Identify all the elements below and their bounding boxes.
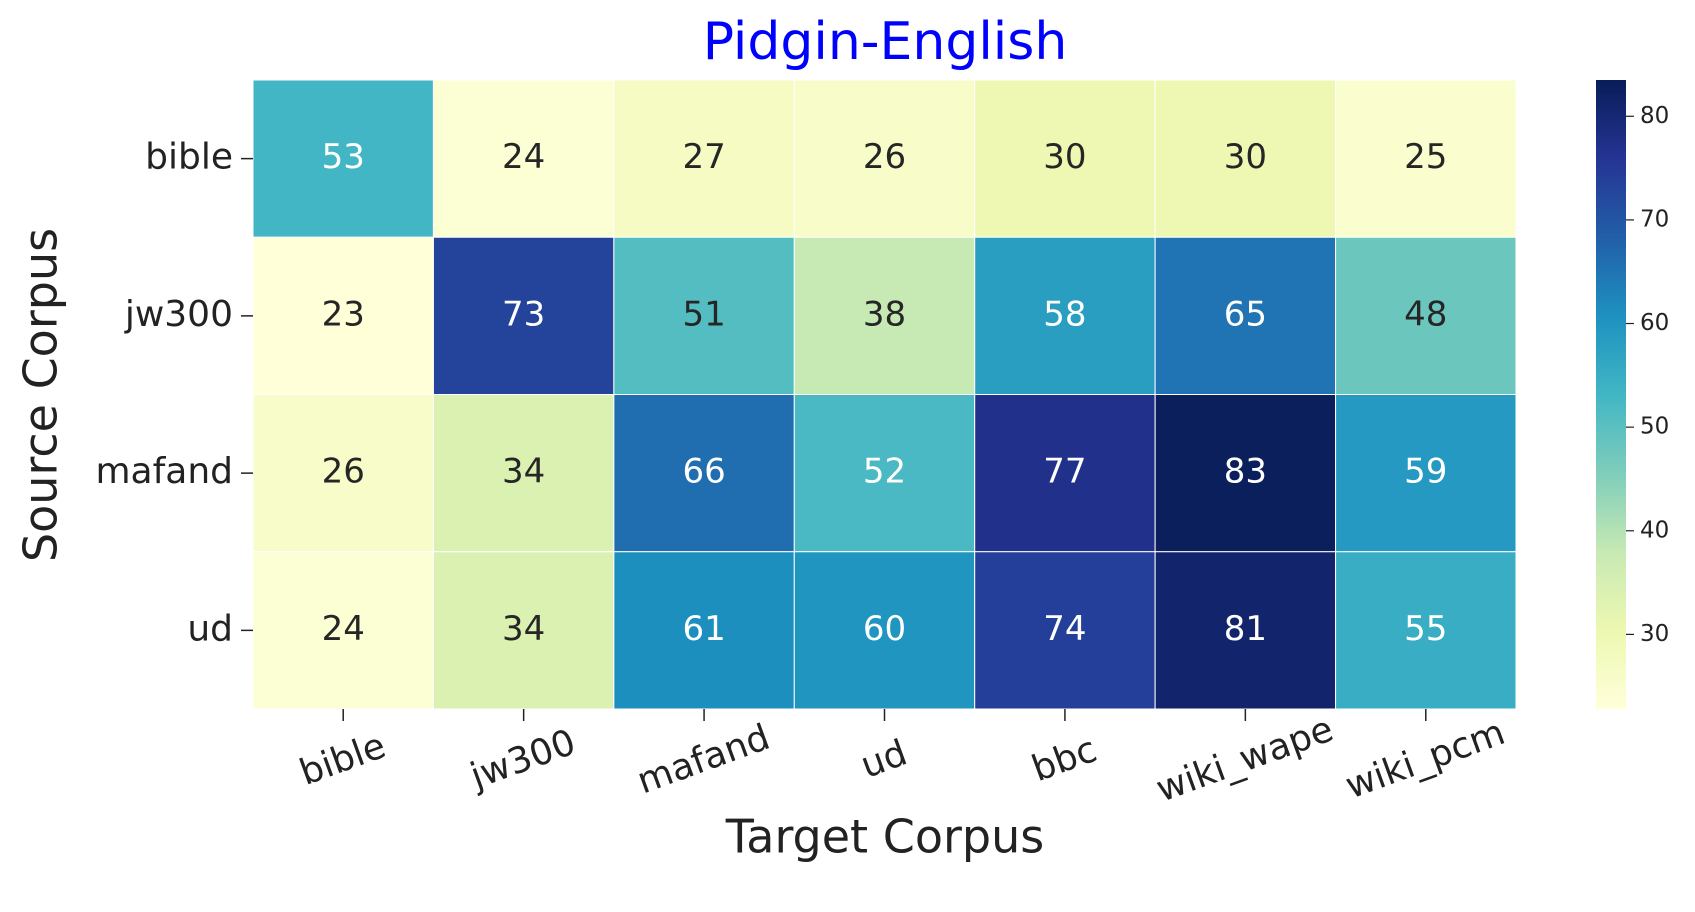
cell-label: 26 (322, 452, 365, 492)
y-tick-label: bible (145, 137, 233, 178)
heatmap-cell (974, 79, 1156, 238)
heatmap-cell (432, 79, 615, 238)
cell-label: 27 (682, 137, 725, 177)
cell-label: 24 (322, 609, 365, 649)
heatmap-cell (252, 236, 434, 395)
cell-label: 55 (1404, 609, 1447, 649)
cell-label: 65 (1224, 294, 1267, 334)
cell-label: 58 (1043, 294, 1086, 334)
heatmap-cell (974, 551, 1156, 710)
heatmap-cell (1335, 551, 1517, 710)
cell-label: 24 (502, 137, 545, 177)
y-axis-label: Source Corpus (14, 228, 68, 562)
heatmap-cell (974, 236, 1156, 395)
y-tick-label: mafand (95, 451, 233, 492)
cell-label: 34 (502, 609, 545, 649)
x-tick-label: bbc (1027, 729, 1103, 790)
heatmap-cell (1335, 394, 1517, 553)
heatmap-cell (1335, 79, 1517, 238)
heatmap-cell (793, 551, 976, 710)
x-tick-label: jw300 (464, 722, 581, 798)
colorbar-tick-label: 50 (1640, 414, 1669, 440)
cell-label: 30 (1043, 137, 1086, 177)
x-tick-label: bible (294, 725, 391, 794)
heatmap-cell (252, 79, 434, 238)
colorbar-tick-label: 40 (1640, 517, 1669, 543)
cell-label: 48 (1404, 294, 1447, 334)
x-tick-label: wiki_wape (1151, 709, 1339, 811)
cell-label: 61 (682, 609, 725, 649)
y-tick-label: jw300 (124, 294, 233, 335)
chart-title: Pidgin-English (703, 12, 1068, 72)
cell-label: 66 (682, 452, 725, 492)
heatmap-cell (252, 551, 434, 710)
heatmap-cell (1154, 79, 1337, 238)
colorbar-tick-label: 70 (1640, 206, 1669, 232)
cell-label: 74 (1043, 609, 1086, 649)
x-tick-label: wiki_pcm (1340, 712, 1510, 807)
heatmap-cell (613, 79, 795, 238)
cell-label: 25 (1404, 137, 1447, 177)
cell-label: 30 (1224, 137, 1267, 177)
colorbar-tick-label: 60 (1640, 310, 1669, 336)
heatmap-cell (1154, 236, 1337, 395)
cell-label: 81 (1224, 609, 1267, 649)
heatmap-cell (793, 79, 976, 238)
colorbar-tick-label: 80 (1640, 103, 1669, 129)
cell-label: 77 (1043, 452, 1086, 492)
x-axis-label: Target Corpus (725, 810, 1044, 864)
heatmap-cell (1154, 394, 1337, 553)
heatmap-cell (613, 394, 795, 553)
cell-label: 60 (863, 609, 906, 649)
cell-label: 26 (863, 137, 906, 177)
heatmap-cell (252, 394, 434, 553)
cell-label: 83 (1224, 452, 1267, 492)
x-tick-label: mafand (632, 717, 775, 803)
y-tick-label: ud (187, 608, 233, 649)
cell-label: 73 (502, 294, 545, 334)
heatmap-cell (613, 236, 795, 395)
cell-label: 34 (502, 452, 545, 492)
heatmap-cell (432, 394, 615, 553)
heatmap-cell (1335, 236, 1517, 395)
cell-label: 53 (322, 137, 365, 177)
cell-label: 23 (322, 294, 365, 334)
heatmap-cell (1154, 551, 1337, 710)
heatmap-cell (974, 394, 1156, 553)
cell-label: 51 (682, 294, 725, 334)
cell-label: 59 (1404, 452, 1447, 492)
cell-label: 52 (863, 452, 906, 492)
heatmap-cell (793, 394, 976, 553)
colorbar-tick-label: 30 (1640, 621, 1669, 647)
cell-label: 38 (863, 294, 906, 334)
colorbar (1596, 80, 1626, 709)
heatmap-cell (432, 551, 615, 710)
x-tick-label: ud (856, 733, 913, 787)
